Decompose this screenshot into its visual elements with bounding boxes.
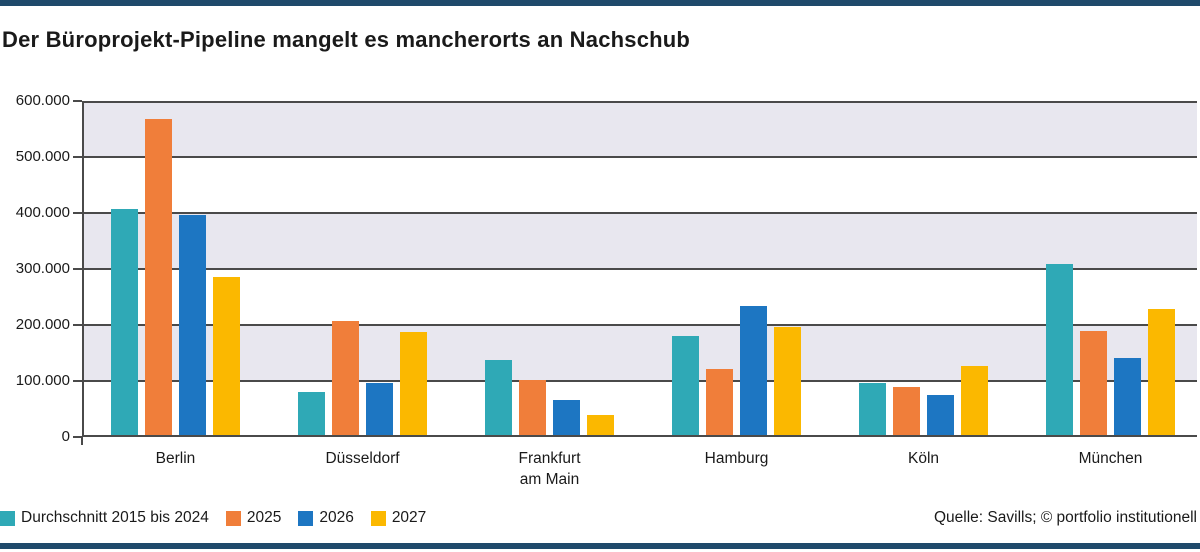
legend-swatch-icon bbox=[0, 510, 15, 526]
bar-2027-hamburg bbox=[774, 327, 801, 437]
footer-row: Durchschnitt 2015 bis 2024 2025 2026 2027 Q… bbox=[0, 509, 1197, 527]
gridline bbox=[82, 212, 1197, 214]
legend-label: Durchschnitt 2015 bis 2024 bbox=[21, 509, 209, 526]
x-category-label-münchen: München bbox=[1078, 450, 1143, 467]
y-tick bbox=[73, 436, 82, 438]
bar-2025-hamburg bbox=[706, 369, 733, 437]
bar-2027-düsseldorf bbox=[400, 332, 427, 437]
bar-durchschnitt-2015-bis-2024-münchen bbox=[1046, 264, 1073, 437]
legend-swatch-icon bbox=[370, 510, 386, 526]
gridline bbox=[82, 101, 1197, 103]
y-tick-label: 600.000 bbox=[15, 92, 70, 109]
source-credit: Quelle: Savills; © portfolio institution… bbox=[934, 509, 1197, 526]
bar-durchschnitt-2015-bis-2024-köln bbox=[859, 383, 886, 437]
gridline bbox=[82, 324, 1197, 326]
x-category-label-frankfurt: Frankfurt am Main bbox=[518, 450, 581, 488]
bar-2026-frankfurt bbox=[553, 400, 580, 437]
y-tick bbox=[73, 100, 82, 102]
x-category-label-köln: Köln bbox=[907, 450, 940, 467]
y-tick bbox=[73, 156, 82, 158]
legend-item: Durchschnitt 2015 bis 2024 bbox=[0, 509, 209, 527]
legend-item: 2025 bbox=[225, 509, 282, 527]
plot-band bbox=[82, 157, 1197, 213]
bar-durchschnitt-2015-bis-2024-düsseldorf bbox=[298, 392, 325, 437]
plot-band bbox=[82, 325, 1197, 381]
plot-band bbox=[82, 213, 1197, 269]
bar-durchschnitt-2015-bis-2024-frankfurt bbox=[485, 360, 512, 437]
x-axis-line bbox=[82, 435, 1197, 437]
bar-2026-münchen bbox=[1114, 358, 1141, 437]
x-category-label-berlin: Berlin bbox=[155, 450, 196, 467]
plot-band bbox=[82, 269, 1197, 325]
bar-2027-köln bbox=[961, 366, 988, 437]
legend-swatch-icon bbox=[298, 510, 314, 526]
plot-band bbox=[82, 381, 1197, 437]
bar-durchschnitt-2015-bis-2024-hamburg bbox=[672, 336, 699, 437]
gridline bbox=[82, 380, 1197, 382]
gridline bbox=[82, 268, 1197, 270]
top-accent-rule bbox=[0, 0, 1200, 6]
bar-2027-berlin bbox=[213, 277, 240, 437]
plot-area bbox=[82, 101, 1197, 437]
bar-2025-köln bbox=[893, 387, 920, 437]
y-tick-label: 500.000 bbox=[15, 148, 70, 165]
x-category-label-düsseldorf: Düsseldorf bbox=[325, 450, 400, 467]
chart-title: Der Büroprojekt-Pipeline mangelt es manc… bbox=[2, 27, 691, 52]
y-tick bbox=[73, 212, 82, 214]
bar-durchschnitt-2015-bis-2024-berlin bbox=[111, 209, 138, 437]
y-tick bbox=[73, 324, 82, 326]
bar-2027-frankfurt bbox=[587, 415, 614, 437]
legend: Durchschnitt 2015 bis 2024 2025 2026 2027 bbox=[0, 509, 443, 527]
y-axis-line bbox=[82, 101, 84, 437]
y-tick bbox=[73, 268, 82, 270]
gridline bbox=[82, 156, 1197, 158]
bottom-accent-rule bbox=[0, 543, 1200, 549]
bar-2026-köln bbox=[927, 395, 954, 437]
bar-2025-frankfurt bbox=[519, 380, 546, 437]
x-category-label-hamburg: Hamburg bbox=[704, 450, 769, 467]
legend-label: 2026 bbox=[319, 509, 354, 526]
y-tick bbox=[73, 380, 82, 382]
plot-band bbox=[82, 101, 1197, 157]
y-tick-label: 0 bbox=[61, 428, 70, 445]
legend-swatch-icon bbox=[225, 510, 241, 526]
y-tick-label: 200.000 bbox=[15, 316, 70, 333]
legend-label: 2027 bbox=[391, 509, 427, 526]
x-axis-origin-tick bbox=[81, 437, 83, 445]
bar-2025-düsseldorf bbox=[332, 321, 359, 437]
legend-item: 2027 bbox=[370, 509, 427, 527]
y-tick-label: 300.000 bbox=[15, 260, 70, 277]
bar-2026-hamburg bbox=[740, 306, 767, 437]
bar-2025-berlin bbox=[145, 119, 172, 437]
y-tick-label: 400.000 bbox=[15, 204, 70, 221]
bar-2027-münchen bbox=[1148, 309, 1175, 437]
legend-label: 2025 bbox=[246, 509, 282, 526]
legend-item: 2026 bbox=[298, 509, 354, 527]
bar-2026-berlin bbox=[179, 215, 206, 437]
y-tick-label: 100.000 bbox=[15, 372, 70, 389]
bar-2025-münchen bbox=[1080, 331, 1107, 437]
bar-2026-düsseldorf bbox=[366, 383, 393, 437]
